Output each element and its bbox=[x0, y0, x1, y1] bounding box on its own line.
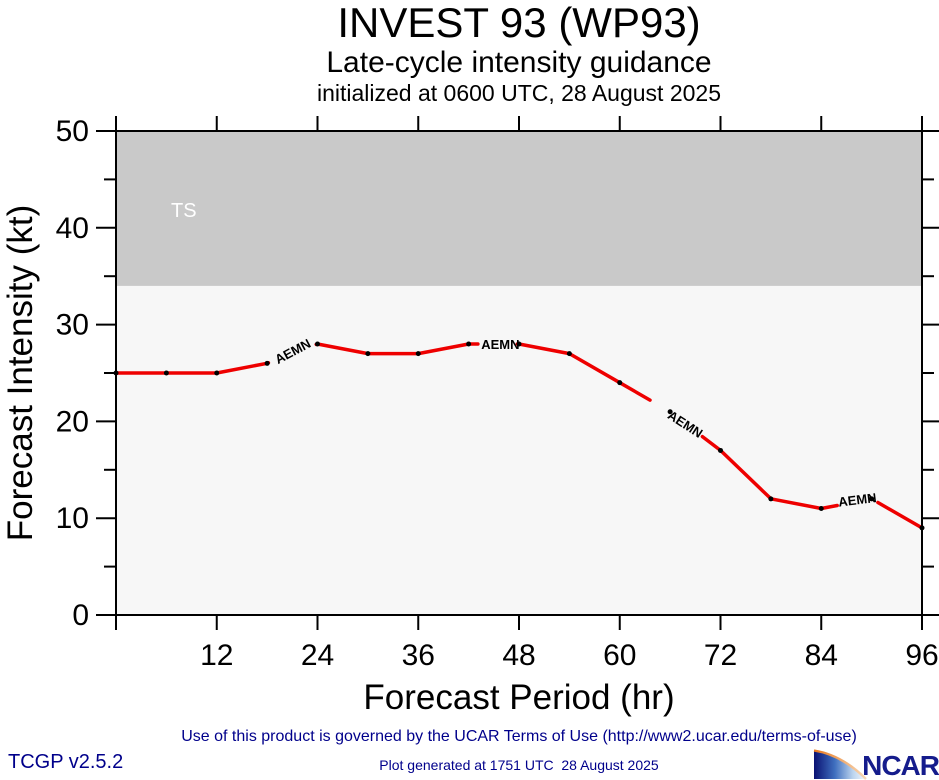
y-tick-label: 40 bbox=[56, 212, 89, 245]
data-point-marker bbox=[919, 525, 925, 531]
ncar-logo-text: NCAR bbox=[862, 750, 939, 780]
x-tick-label: 36 bbox=[402, 639, 435, 672]
ncar-logo: NCAR bbox=[812, 749, 939, 780]
y-axis-title-wrap: Forecast Intensity (kt) bbox=[0, 131, 42, 615]
data-point-marker bbox=[768, 496, 774, 502]
data-point-marker bbox=[315, 341, 320, 347]
forecast-line-segment bbox=[876, 500, 924, 530]
x-tick-label: 96 bbox=[905, 639, 938, 672]
x-tick-label: 48 bbox=[502, 639, 535, 672]
data-point-marker bbox=[163, 370, 169, 376]
ncar-swoosh-icon bbox=[813, 749, 867, 780]
data-point-marker bbox=[566, 351, 572, 357]
data-point-marker bbox=[466, 341, 472, 347]
chart-subtitle: Late-cycle intensity guidance bbox=[326, 46, 712, 79]
x-tick-label: 60 bbox=[603, 639, 636, 672]
x-tick-label: 24 bbox=[301, 639, 334, 672]
data-point-marker bbox=[718, 447, 723, 453]
x-axis-title: Forecast Period (hr) bbox=[363, 678, 675, 717]
y-tick-label: 10 bbox=[56, 502, 89, 535]
data-point-marker bbox=[869, 496, 875, 502]
plot-generated-text: Plot generated at 1751 UTC 28 August 202… bbox=[379, 757, 659, 773]
x-tick-label: 84 bbox=[805, 639, 838, 672]
x-tick-label: 72 bbox=[704, 639, 737, 672]
data-point-marker bbox=[617, 380, 623, 386]
model-label-aemn: AEMN bbox=[837, 490, 877, 510]
y-tick-label: 30 bbox=[56, 309, 89, 342]
ts-threshold-band bbox=[116, 131, 922, 286]
chart-init-time: initialized at 0600 UTC, 28 August 2025 bbox=[316, 80, 722, 106]
data-point-marker bbox=[667, 409, 673, 415]
data-point-marker bbox=[113, 370, 119, 376]
x-tick-label: 12 bbox=[200, 639, 233, 672]
data-point-marker bbox=[214, 370, 220, 376]
data-point-marker bbox=[818, 506, 824, 512]
model-label-aemn: AEMN bbox=[481, 337, 519, 352]
y-axis-title: Forecast Intensity (kt) bbox=[1, 204, 41, 542]
y-tick-label: 0 bbox=[72, 599, 89, 632]
y-tick-label: 50 bbox=[56, 115, 89, 148]
data-point-marker bbox=[365, 351, 371, 357]
tcgp-version-text: TCGP v2.5.2 bbox=[8, 751, 124, 773]
chart-title: INVEST 93 (WP93) bbox=[337, 0, 701, 46]
data-point-marker bbox=[264, 360, 270, 366]
chart-header: INVEST 93 (WP93) Late-cycle intensity gu… bbox=[116, 0, 922, 106]
y-tick-label: 20 bbox=[56, 405, 89, 438]
terms-of-use-text: Use of this product is governed by the U… bbox=[181, 728, 857, 745]
ts-band-label: TS bbox=[171, 200, 197, 222]
data-point-marker bbox=[516, 341, 522, 347]
data-point-marker bbox=[415, 351, 421, 357]
